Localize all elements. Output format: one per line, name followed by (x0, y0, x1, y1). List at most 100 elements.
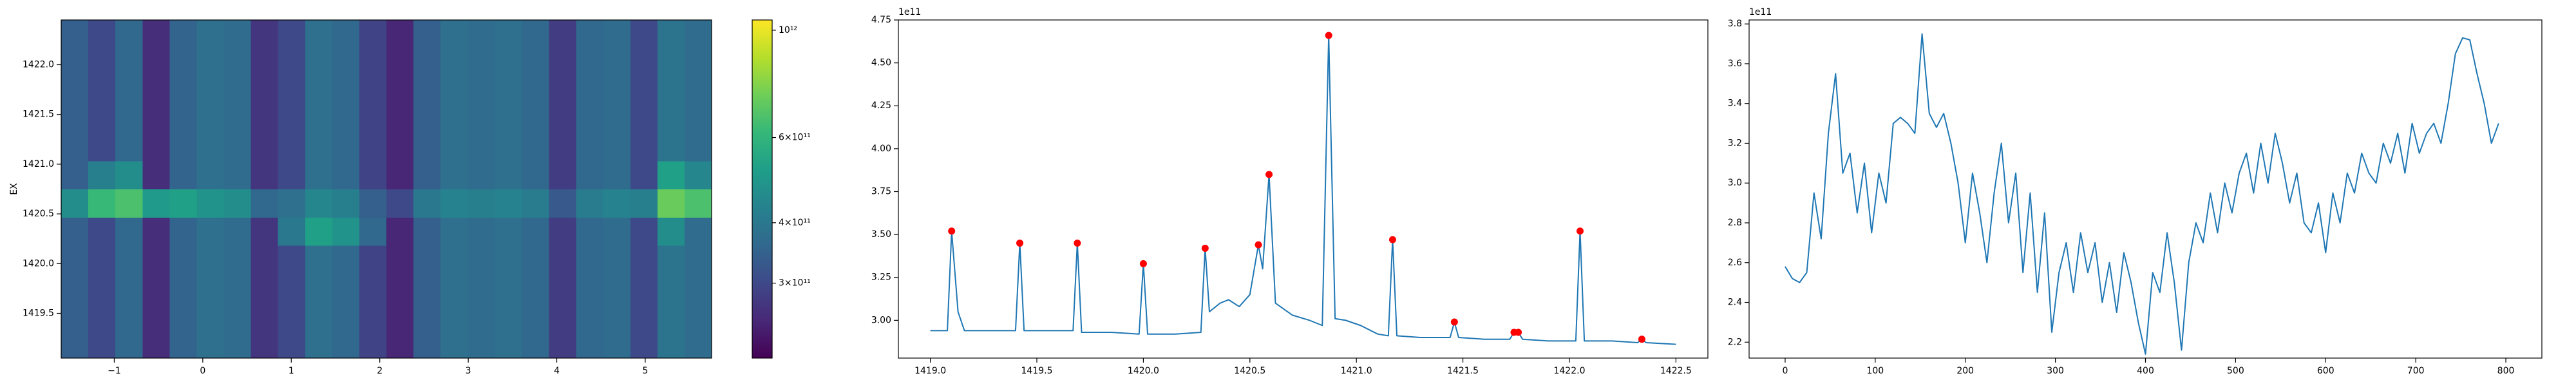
heatmap-cell (305, 160, 333, 190)
heatmap-cell (630, 48, 658, 77)
x-tick-label: 600 (2317, 366, 2334, 376)
heatmap-cell (603, 133, 631, 162)
heatmap-cell (359, 104, 387, 133)
x-tick-label: 200 (1956, 366, 1974, 376)
heatmap-cell (251, 76, 279, 105)
heatmap-cell (576, 189, 604, 218)
heatmap-cell (413, 20, 441, 49)
heatmap-cell (495, 245, 523, 274)
heatmap-cell (251, 330, 279, 359)
y-tick-label: 3.75 (871, 186, 891, 196)
heatmap-cell (413, 76, 441, 105)
heatmap-cell (278, 301, 306, 330)
heatmap-cell (603, 330, 631, 359)
y-tick-label: 3.25 (871, 272, 891, 283)
heatmap-cell (657, 245, 685, 274)
heatmap-cell (440, 301, 468, 330)
heatmap-cell (440, 76, 468, 105)
heatmap-cell (440, 133, 468, 162)
heatmap-cell (61, 217, 89, 246)
heatmap-cell (223, 160, 252, 190)
heatmap-cell (576, 245, 604, 274)
heatmap-cell (549, 330, 577, 359)
heatmap-cell (657, 189, 685, 218)
heatmap-cell (278, 104, 306, 133)
heatmap-cell (549, 48, 577, 77)
heatmap-cell (386, 273, 414, 303)
heatmap-cell (413, 104, 441, 133)
heatmap-cell (522, 217, 550, 246)
heatmap-cell (88, 245, 116, 274)
heatmap-cell (305, 104, 333, 133)
heatmap-cell (549, 301, 577, 330)
heatmap-cell (278, 160, 306, 190)
heatmap-cell (61, 133, 89, 162)
heatmap-cell (332, 76, 360, 105)
peak-marker (1388, 236, 1396, 243)
heatmap-cell (88, 330, 116, 359)
x-tick-label: 3 (466, 366, 471, 376)
heatmap-cell (657, 330, 685, 359)
heatmap-cell (61, 104, 89, 133)
heatmap-cell (440, 189, 468, 218)
y-offset-text: 1e11 (1749, 7, 1772, 17)
heatmap-cell (359, 48, 387, 77)
heatmap-cell (332, 217, 360, 246)
heatmap-cell (630, 245, 658, 274)
heatmap-cell (522, 104, 550, 133)
heatmap-cell (359, 20, 387, 49)
heatmap-cell (495, 189, 523, 218)
peak-marker (1577, 227, 1584, 235)
y-tick-label: 3.0 (1728, 178, 1742, 188)
heatmap-cell (413, 189, 441, 218)
heatmap-cell (61, 160, 89, 190)
colorbar-tick-label: 6×10¹¹ (779, 133, 811, 143)
heatmap-cell (359, 133, 387, 162)
heatmap-cell (549, 104, 577, 133)
heatmap (61, 20, 712, 359)
heatmap-cell (115, 189, 143, 218)
heatmap-cell (251, 20, 279, 49)
peak-marker (1139, 260, 1147, 267)
heatmap-cell (522, 48, 550, 77)
heatmap-cell (88, 48, 116, 77)
x-tick-label: 800 (2497, 366, 2515, 376)
x-tick-label: 0 (200, 366, 205, 376)
heatmap-cell (440, 273, 468, 303)
peak-marker (1638, 336, 1645, 343)
heatmap-cell (576, 273, 604, 303)
heatmap-cell (332, 160, 360, 190)
heatmap-cell (251, 104, 279, 133)
heatmap-cell (440, 160, 468, 190)
heatmap-cell (684, 20, 712, 49)
heatmap-cell (332, 104, 360, 133)
heatmap-cell (359, 189, 387, 218)
heatmap-cell (657, 217, 685, 246)
y-tick-label: 3.2 (1728, 138, 1742, 148)
heatmap-cell (522, 301, 550, 330)
x-tick-label: 100 (1866, 366, 1884, 376)
heatmap-cell (169, 160, 198, 190)
heatmap-cell (142, 245, 170, 274)
axes-frame (61, 19, 712, 359)
heatmap-cell (386, 104, 414, 133)
heatmap-cell (522, 189, 550, 218)
heatmap-cell (169, 273, 198, 303)
y-tick-label: 1421.0 (23, 159, 54, 169)
heatmap-cell (684, 48, 712, 77)
peak-marker (1074, 239, 1081, 247)
heatmap-cell (495, 301, 523, 330)
x-tick-label: −1 (108, 366, 121, 376)
heatmap-cell (386, 160, 414, 190)
heatmap-cell (413, 273, 441, 303)
heatmap-cell (61, 20, 89, 49)
y-tick-label: 3.8 (1728, 19, 1742, 29)
heatmap-cell (278, 76, 306, 105)
heatmap-cell (115, 245, 143, 274)
heatmap-cell (359, 330, 387, 359)
heatmap-cell (88, 189, 116, 218)
heatmap-cell (468, 48, 495, 77)
heatmap-cell (88, 104, 116, 133)
heatmap-cell (630, 189, 658, 218)
